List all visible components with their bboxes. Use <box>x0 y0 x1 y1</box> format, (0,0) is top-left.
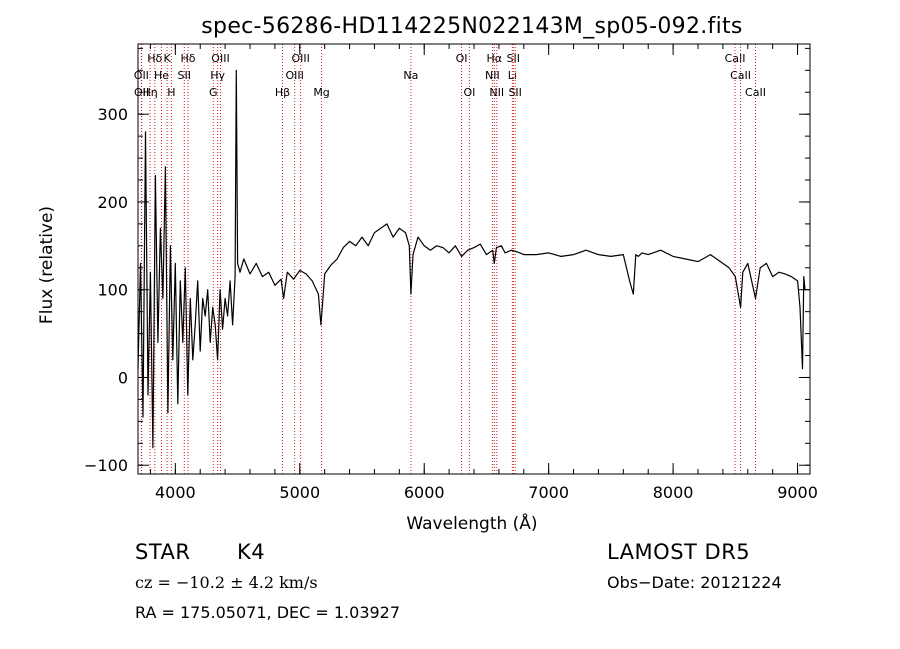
line-marker-label-19: Hη <box>142 86 157 99</box>
x-tick-label-2: 6000 <box>404 483 445 502</box>
line-marker-label-3: OIII <box>211 52 229 65</box>
class-label: STAR <box>135 540 191 564</box>
line-marker-label-16: Li <box>508 69 517 82</box>
y-tick-label-2: 100 <box>97 281 128 300</box>
line-marker-label-23: Mg <box>313 86 329 99</box>
line-marker-label-4: OIII <box>291 52 309 65</box>
axes: 4000 5000 6000 7000 8000 9000 −100 0 100 200 300 <box>84 44 818 502</box>
line-marker-label-2: Hδ <box>181 52 196 65</box>
spectrum-line-0 <box>137 69 806 449</box>
y-axis-label: Flux (relative) <box>37 206 57 324</box>
line-marker-label-12: Hγ <box>210 69 225 82</box>
y-tick-label-4: 300 <box>97 105 128 124</box>
y-tick-label-3: 200 <box>97 193 128 212</box>
spectrum-series <box>137 69 806 449</box>
line-marker-label-13: OIII <box>285 69 303 82</box>
x-tick-label-5: 9000 <box>777 483 818 502</box>
x-tick-label-1: 5000 <box>279 483 320 502</box>
line-marker-label-7: SII <box>507 52 520 65</box>
x-tick-label-3: 7000 <box>528 483 569 502</box>
line-marker-label-11: SII <box>178 69 191 82</box>
line-marker-label-24: OI <box>463 86 475 99</box>
line-marker-label-15: NII <box>485 69 500 82</box>
y-tick-label-1: 0 <box>118 368 128 387</box>
line-marker-label-8: CaII <box>725 52 746 65</box>
coords-text: RA = 175.05071, DEC = 1.03927 <box>135 603 401 622</box>
y-tick-label-0: −100 <box>84 456 128 475</box>
plot-frame <box>137 43 811 475</box>
line-marker-label-10: He <box>154 69 169 82</box>
line-marker-label-27: CaII <box>745 86 766 99</box>
x-axis-label: Wavelength (Å) <box>406 512 537 534</box>
line-marker-label-6: Hα <box>487 52 503 65</box>
obs-date-text: Obs−Date: 20121224 <box>607 573 782 592</box>
x-tick-label-0: 4000 <box>155 483 196 502</box>
line-marker-label-14: Na <box>403 69 418 82</box>
line-marker-label-22: Hβ <box>275 86 290 99</box>
cz-text: cz = −10.2 ± 4.2 km/s <box>135 573 318 592</box>
line-marker-label-5: OI <box>456 52 468 65</box>
line-marker-label-0: Hδ <box>147 52 162 65</box>
line-marker-label-26: SII <box>508 86 521 99</box>
line-marker-label-20: H <box>167 86 175 99</box>
line-marker-label-1: K <box>164 52 172 65</box>
line-marker-label-17: CaII <box>730 69 751 82</box>
x-tick-label-4: 8000 <box>653 483 694 502</box>
chart-title: spec-56286-HD114225N022143M_sp05-092.fit… <box>201 14 742 39</box>
survey-label: LAMOST DR5 <box>607 540 751 564</box>
line-marker-label-21: G <box>209 86 218 99</box>
line-marker-label-25: NII <box>489 86 504 99</box>
subclass-label: K4 <box>237 540 266 564</box>
